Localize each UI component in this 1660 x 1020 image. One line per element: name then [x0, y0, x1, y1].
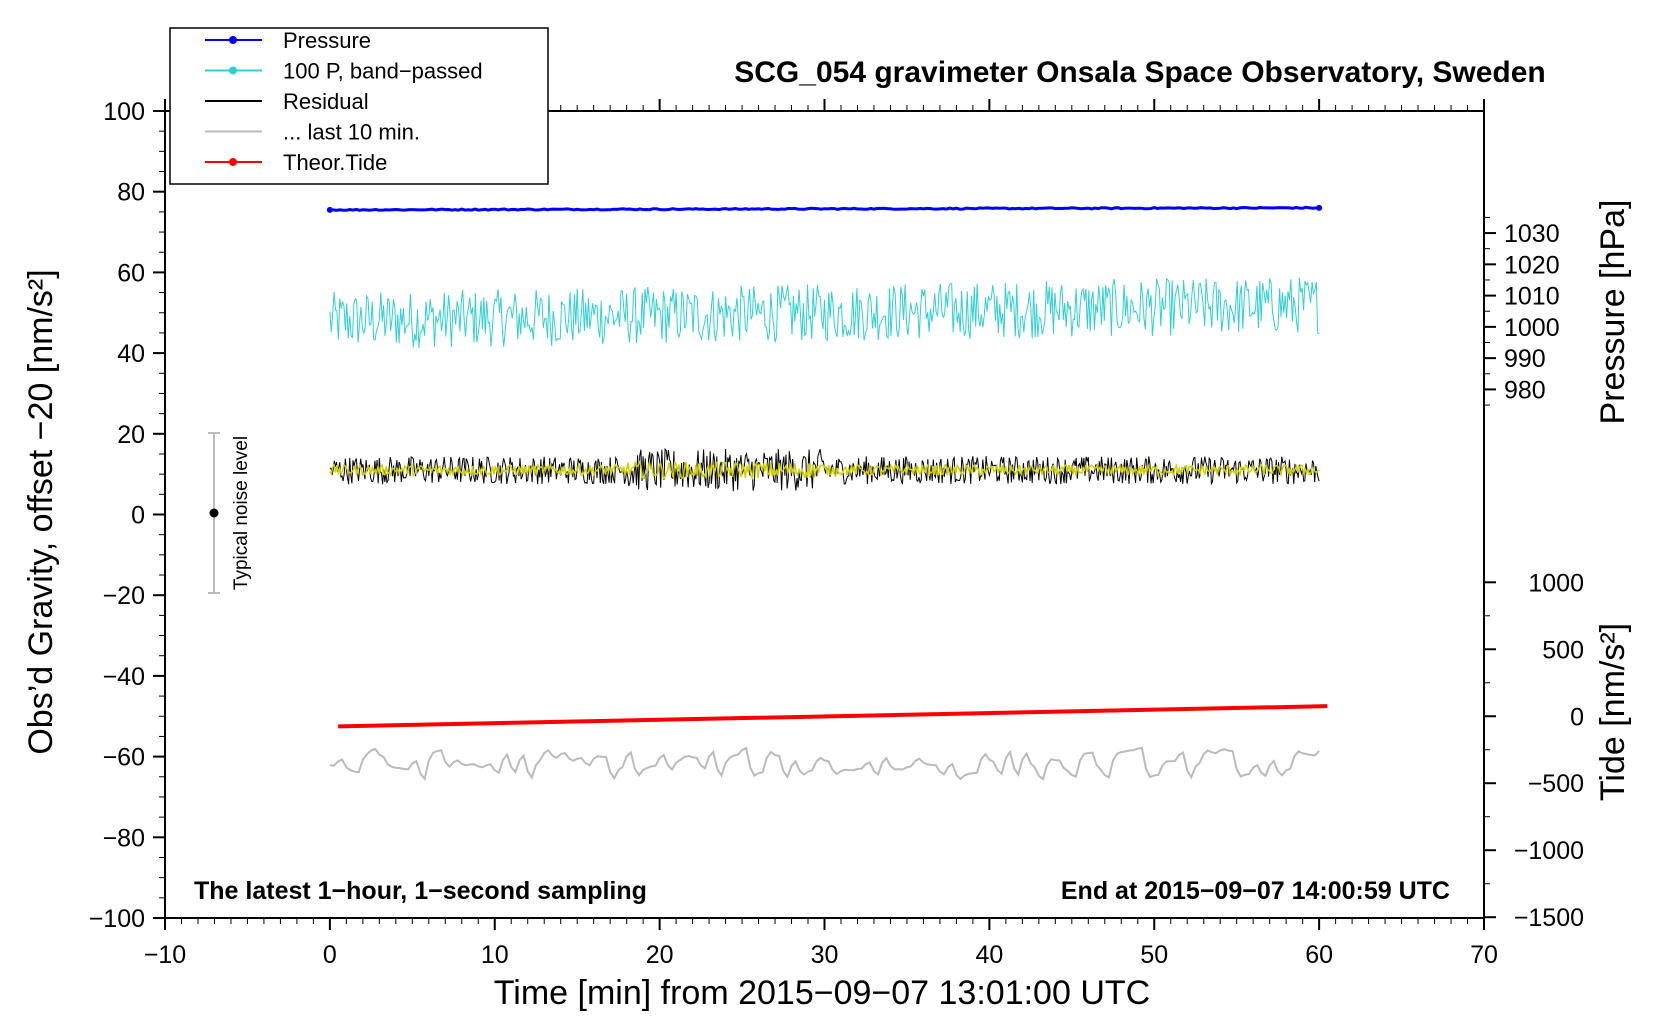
legend: Pressure 100 P, band−passed Residual ... la…	[169, 27, 549, 185]
y-tick-label: −60	[103, 744, 145, 772]
y-tick-label: 60	[117, 259, 145, 287]
legend-entry-label: Theor.Tide	[283, 150, 387, 175]
x-tick-label: 40	[975, 941, 1003, 969]
pressure-tick-label: 980	[1504, 376, 1546, 404]
series-pressure-end-marker	[1316, 204, 1323, 211]
y-tick-label: −80	[103, 824, 145, 852]
x-axis-ticks: −10 0 10 20 30 40 50 60 70	[144, 99, 1498, 969]
tide-tick-label: 0	[1570, 703, 1584, 731]
tide-tick-label: 1000	[1528, 569, 1584, 597]
legend-entry-label: Pressure	[283, 28, 371, 53]
x-tick-label: 20	[646, 941, 674, 969]
pressure-axis-ticks: 980 990 1000 1010 1020 1030	[1484, 216, 1560, 406]
legend-swatch-marker	[229, 158, 237, 166]
pressure-tick-label: 1000	[1504, 314, 1560, 342]
noise-bar: Typical noise level	[208, 432, 252, 594]
series-residual-smoothed-line	[329, 459, 1320, 481]
x-tick-label: 70	[1470, 941, 1498, 969]
legend-entry-label: Residual	[283, 89, 369, 114]
y-axis-label-left: Obs’d Gravity, offset −20 [nm/s²]	[22, 269, 60, 754]
chart-title: SCG_054 gravimeter Onsala Space Observat…	[734, 56, 1546, 89]
tide-tick-label: −1500	[1514, 904, 1584, 932]
note-right: End at 2015−09−07 14:00:59 UTC	[1061, 877, 1450, 905]
y-tick-label: 80	[117, 179, 145, 207]
tide-tick-label: 500	[1542, 636, 1584, 664]
x-tick-label: −10	[144, 941, 186, 969]
x-tick-label: 50	[1140, 941, 1168, 969]
note-left: The latest 1−hour, 1−second sampling	[194, 877, 647, 905]
x-tick-label: 30	[811, 941, 839, 969]
y-tick-label: 20	[117, 421, 145, 449]
legend-swatch-marker	[229, 36, 237, 44]
y-axis-ticks: −100 −80 −60 −40 −20 0 20 40 60 80 100	[89, 98, 165, 933]
y-tick-label: −20	[103, 582, 145, 610]
y-tick-label: 100	[103, 98, 145, 126]
pressure-tick-label: 1030	[1504, 220, 1560, 248]
legend-entry-label: 100 P, band−passed	[283, 59, 483, 84]
pressure-tick-label: 990	[1504, 345, 1546, 373]
series-pressure-start-marker	[326, 206, 333, 213]
tide-tick-label: −500	[1528, 770, 1584, 798]
series-tide-line	[338, 704, 1328, 729]
plot-frame	[164, 110, 1485, 919]
x-tick-label: 60	[1305, 941, 1333, 969]
y-tick-label: −100	[89, 905, 145, 933]
series-layer	[326, 204, 1328, 782]
x-axis-label: Time [min] from 2015−09−07 13:01:00 UTC	[494, 974, 1150, 1012]
x-tick-label: 0	[323, 941, 337, 969]
x-tick-label: 10	[481, 941, 509, 969]
y-tick-label: 40	[117, 340, 145, 368]
series-bandpassed-pressure-line	[329, 277, 1320, 349]
y-axis-label-pressure: Pressure [hPa]	[1594, 200, 1632, 425]
legend-swatch-marker	[229, 66, 237, 75]
legend-entry-label: ... last 10 min.	[283, 120, 420, 145]
y-tick-label: 0	[131, 502, 145, 530]
series-last10min-line	[329, 746, 1320, 782]
series-residual-line	[329, 447, 1320, 492]
tide-tick-label: −1000	[1514, 837, 1584, 865]
tide-axis-ticks: −1500 −1000 −500 0 500 1000	[1484, 569, 1584, 932]
y-axis-label-tide: Tide [nm/s²]	[1594, 623, 1632, 801]
series-pressure-line	[329, 205, 1320, 212]
noise-bar-center-dot	[209, 508, 219, 518]
y-tick-label: −40	[103, 663, 145, 691]
pressure-tick-label: 1010	[1504, 283, 1560, 311]
pressure-tick-label: 1020	[1504, 251, 1560, 279]
noise-bar-label: Typical noise level	[231, 436, 252, 590]
